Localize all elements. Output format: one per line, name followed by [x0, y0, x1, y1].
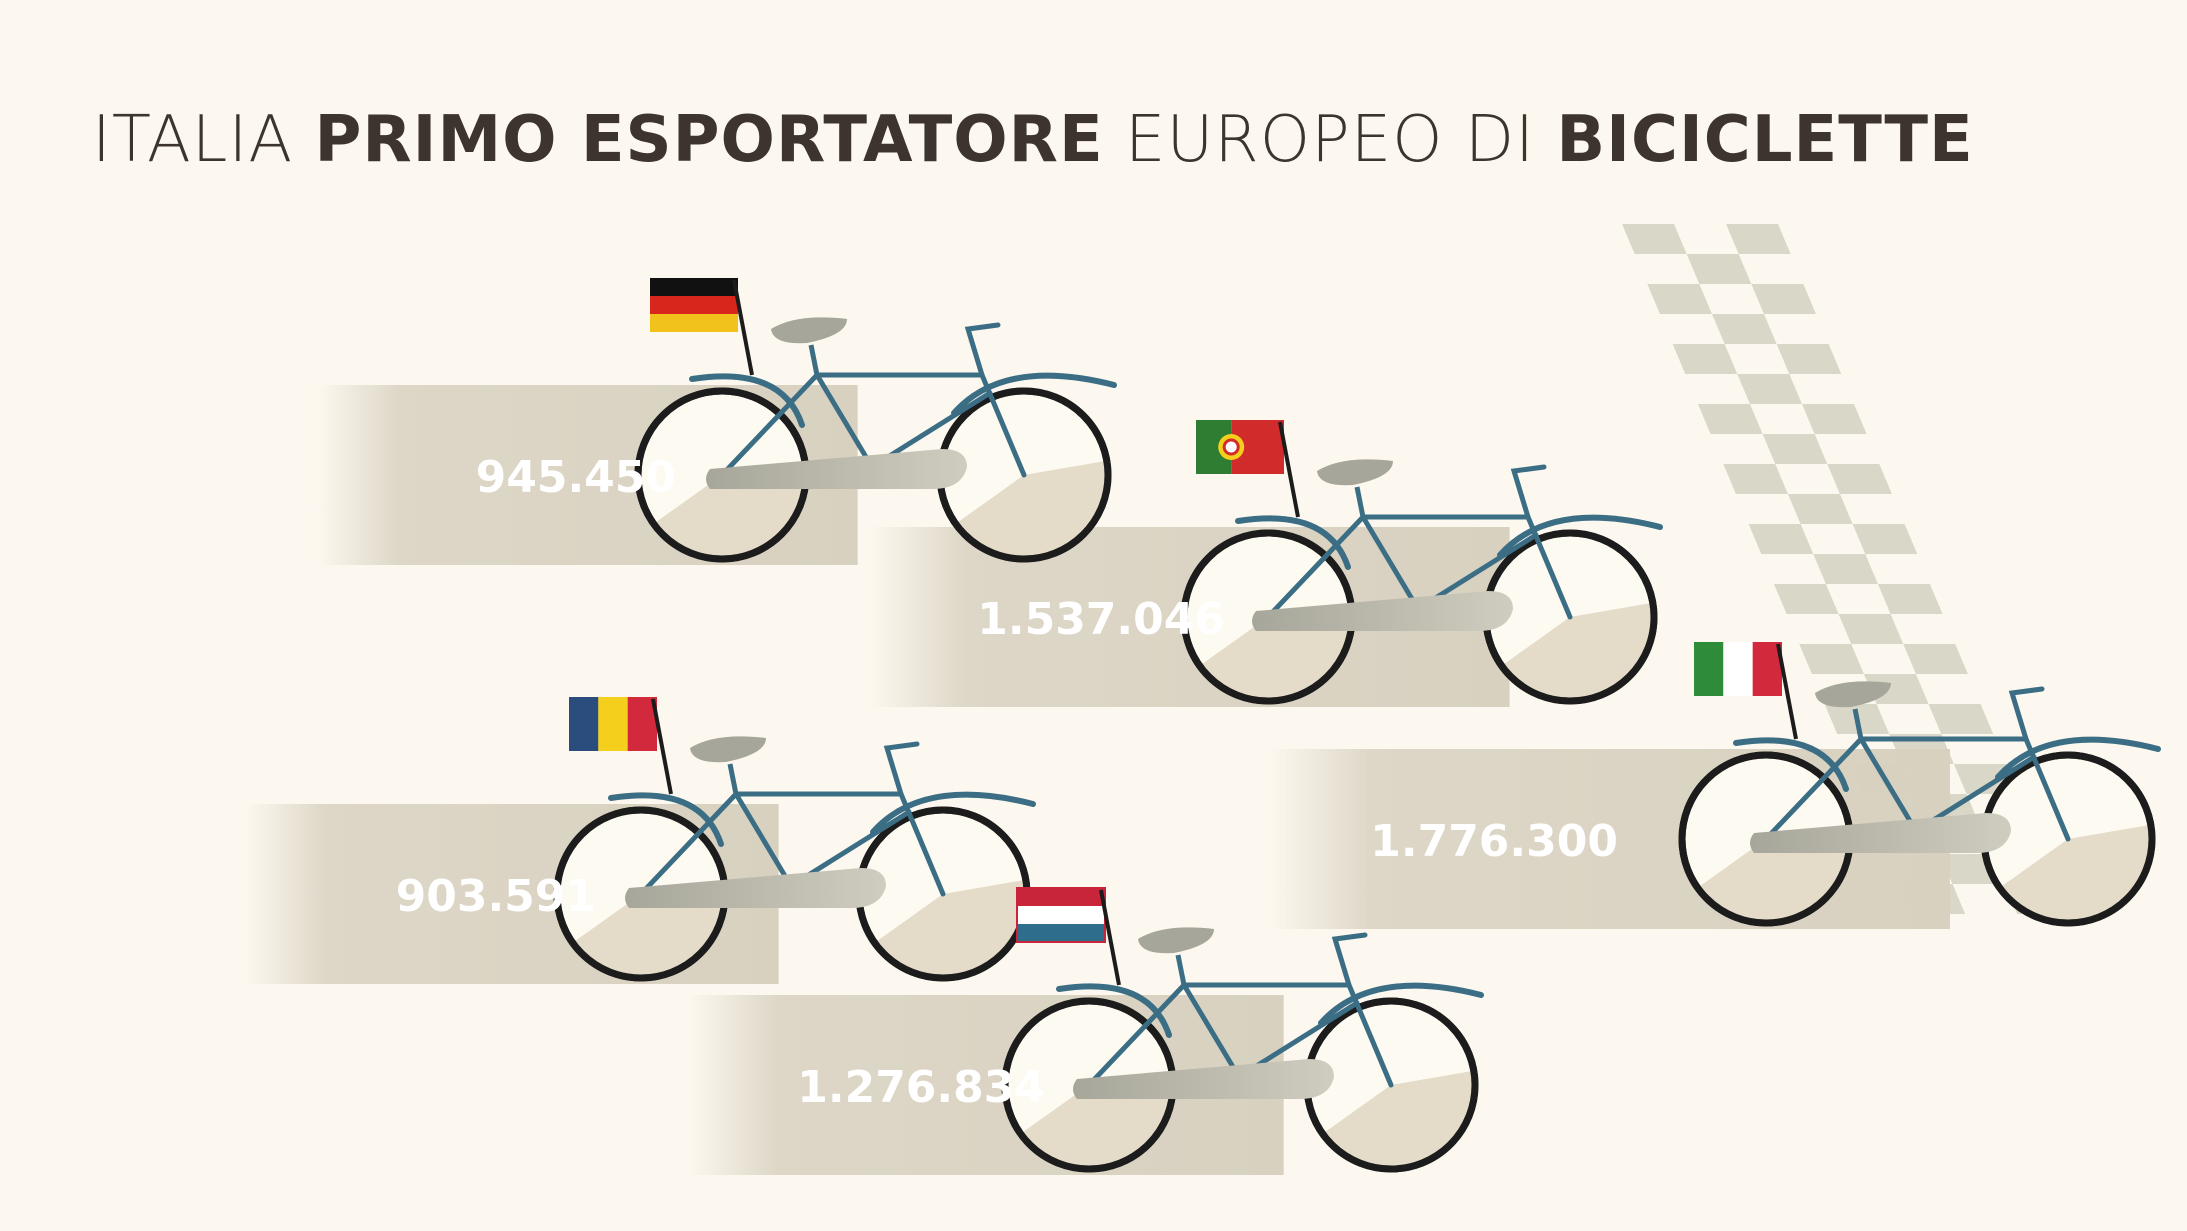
- flag-pole: [732, 279, 754, 376]
- flag-pole: [1099, 889, 1121, 986]
- bicycle: 1.276.834: [797, 887, 1484, 1173]
- checker-square: [1751, 284, 1816, 314]
- bike-seat: [1138, 927, 1214, 954]
- checker-square: [1903, 644, 1968, 674]
- italy-flag: [1694, 642, 1782, 696]
- bike-seat: [690, 736, 766, 763]
- bicycle: 903.591: [396, 697, 1036, 982]
- front-fender: [1318, 982, 1484, 1026]
- rear-fender: [608, 792, 724, 847]
- checker-square: [1852, 524, 1918, 554]
- chain-guard: [706, 449, 967, 489]
- checker-square: [1697, 404, 1763, 434]
- checker-square: [1928, 704, 1994, 734]
- checker-square: [1776, 344, 1842, 374]
- front-fender: [951, 372, 1117, 416]
- flag-pole: [1776, 643, 1798, 740]
- title-part-2: PRIMO ESPORTATORE: [314, 103, 1104, 177]
- handlebar: [883, 741, 920, 797]
- checker-square: [1686, 254, 1752, 284]
- checker-square: [1726, 224, 1791, 254]
- bicycle: 945.450: [476, 278, 1117, 563]
- value-label: 1.776.300: [1370, 816, 1618, 867]
- rear-fender: [1733, 737, 1849, 792]
- checker-square: [1711, 314, 1777, 344]
- bicycle: 1.776.300: [1370, 642, 2161, 927]
- title-part-4: BICICLETTE: [1556, 103, 1974, 177]
- portugal-flag: [1196, 420, 1284, 474]
- rear-fender: [1235, 515, 1351, 570]
- value-label: 945.450: [476, 452, 676, 503]
- front-fender: [1995, 736, 2161, 780]
- handlebar: [1510, 464, 1547, 520]
- chain-guard: [1252, 591, 1513, 631]
- checker-square: [1647, 284, 1712, 314]
- chain-guard: [625, 868, 886, 908]
- bike-seat: [1815, 681, 1891, 708]
- value-label: 903.591: [396, 871, 596, 922]
- checker-square: [1799, 644, 1864, 674]
- handlebar: [1331, 932, 1368, 988]
- checker-square: [1801, 404, 1867, 434]
- bike-seat: [1317, 459, 1393, 486]
- value-label: 1.276.834: [797, 1062, 1045, 1113]
- checker-square: [1622, 224, 1687, 254]
- title-part-3: EUROPEO DI: [1103, 103, 1557, 177]
- bike-seat: [771, 317, 847, 344]
- romania-flag: [569, 697, 657, 751]
- checker-square: [1813, 554, 1878, 584]
- rear-fender: [689, 373, 805, 428]
- checker-square: [1827, 464, 1892, 494]
- value-label: 1.537.046: [977, 594, 1225, 645]
- checker-square: [1877, 584, 1943, 614]
- checker-square: [1773, 584, 1839, 614]
- bicycle: 1.537.046: [977, 420, 1663, 705]
- checker-square: [1723, 464, 1788, 494]
- flag-pole: [1278, 421, 1300, 518]
- germany-flag: [650, 278, 738, 332]
- checker-square: [1737, 374, 1802, 404]
- handlebar: [964, 322, 1001, 378]
- checker-square: [1838, 614, 1904, 644]
- checker-square: [1787, 494, 1853, 524]
- rear-fender: [1056, 983, 1172, 1038]
- title-part-1: ITALIA: [92, 103, 315, 177]
- page-title: ITALIA PRIMO ESPORTATORE EUROPEO DI BICI…: [92, 100, 1974, 180]
- chain-guard: [1073, 1059, 1334, 1099]
- front-fender: [1497, 514, 1663, 558]
- handlebar: [2008, 686, 2045, 742]
- checker-square: [1672, 344, 1738, 374]
- chain-guard: [1750, 813, 2011, 853]
- netherlands-flag: [1016, 887, 1106, 943]
- front-fender: [870, 791, 1036, 835]
- checker-square: [1748, 524, 1814, 554]
- flag-pole: [651, 698, 673, 795]
- checker-square: [1762, 434, 1828, 464]
